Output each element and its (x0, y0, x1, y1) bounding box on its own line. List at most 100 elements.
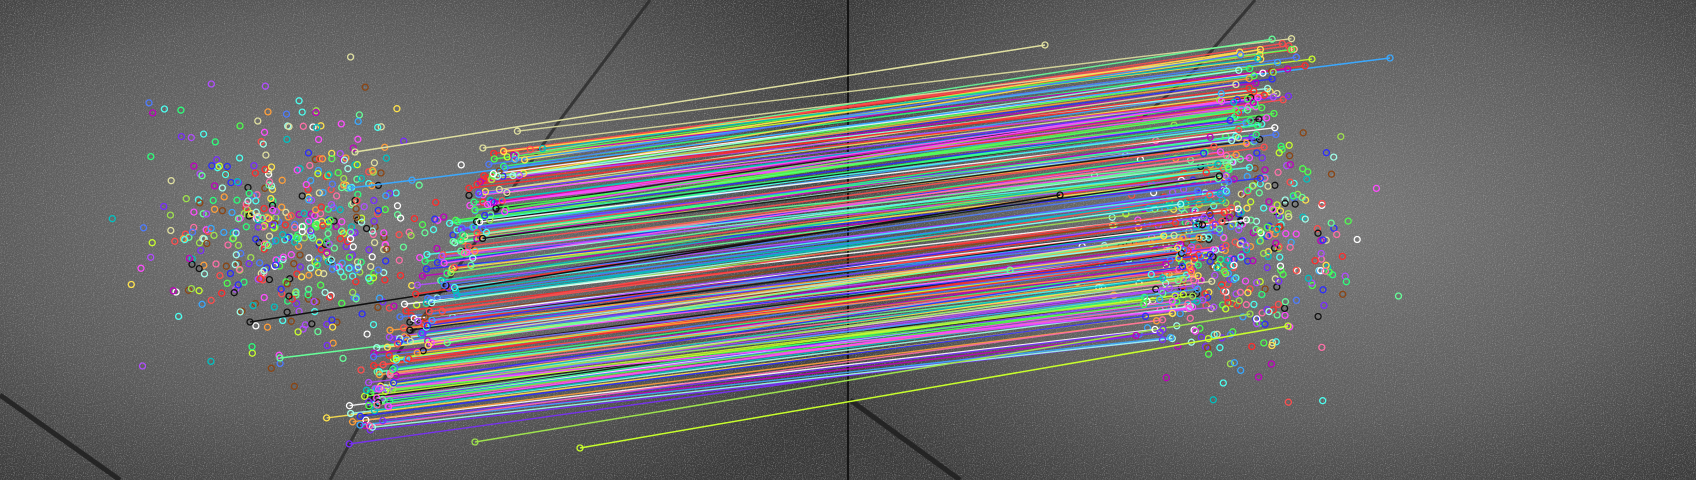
matched-keypoint-right (1178, 262, 1187, 271)
keypoint-marker (160, 202, 168, 211)
matched-keypoint-right (1270, 109, 1278, 118)
matched-keypoint-right (1199, 149, 1208, 157)
keypoint-marker (336, 235, 344, 243)
keypoint-marker (357, 218, 366, 226)
keypoint-marker (259, 140, 267, 148)
keypoint-marker (328, 155, 336, 163)
match-line (426, 166, 1250, 256)
keypoint-marker (267, 194, 275, 203)
keypoint-marker (252, 322, 260, 330)
matched-keypoint-left (482, 228, 491, 237)
keypoint-marker (365, 274, 373, 282)
matched-keypoint-right (1162, 260, 1170, 268)
keypoint-marker (1268, 205, 1277, 213)
matched-keypoint-left (365, 398, 373, 406)
keypoint-marker (287, 317, 295, 325)
keypoint-marker (313, 124, 321, 132)
keypoint-marker (1210, 202, 1218, 210)
matched-keypoint-left (469, 223, 477, 231)
match-line (441, 175, 1227, 258)
matched-keypoint-left (406, 326, 414, 334)
matched-keypoint-left (375, 368, 383, 376)
matched-keypoint-left (490, 155, 498, 163)
keypoint-marker (304, 149, 313, 157)
keypoint-marker (1273, 201, 1281, 209)
match-line (449, 123, 1262, 224)
keypoint-marker (202, 210, 211, 218)
matched-keypoint-right (1159, 274, 1167, 282)
match-line (365, 328, 1156, 421)
keypoint-marker (1321, 267, 1330, 275)
matched-keypoint-right (1170, 231, 1178, 240)
keypoint-marker (292, 234, 301, 242)
matched-keypoint-left (471, 247, 479, 255)
matched-keypoint-right (1290, 45, 1298, 53)
matched-keypoint-left (510, 151, 518, 160)
match-line (484, 119, 1231, 217)
keypoint-marker (209, 196, 217, 205)
matched-keypoint-left (276, 354, 284, 362)
keypoint-marker (327, 291, 335, 299)
right-image-panel (848, 0, 1696, 480)
matched-keypoint-left (503, 188, 511, 197)
matched-keypoint-right (1232, 80, 1240, 89)
keypoint-marker (211, 138, 219, 146)
keypoint-marker (338, 218, 346, 226)
keypoint-marker (220, 193, 228, 201)
keypoint-marker (1253, 315, 1261, 323)
matched-keypoint-left (375, 385, 383, 393)
matched-keypoint-right (1210, 142, 1218, 151)
keypoint-marker (1248, 342, 1256, 351)
match-line (444, 180, 1229, 286)
keypoint-marker (234, 281, 242, 289)
keypoint-marker (369, 274, 378, 282)
matched-keypoint-right (1245, 154, 1254, 162)
keypoint-marker (220, 228, 228, 237)
keypoint-marker (1304, 274, 1313, 282)
match-line (360, 336, 1171, 426)
match-line (447, 228, 1220, 344)
matched-keypoint-left (511, 155, 519, 164)
keypoint-marker (1237, 253, 1245, 261)
keypoint-marker (272, 237, 280, 245)
keypoint-marker (1217, 281, 1226, 289)
keypoint-marker (348, 272, 357, 280)
keypoint-marker (1227, 255, 1235, 263)
keypoint-marker (237, 249, 245, 258)
matched-keypoint-right (1269, 68, 1277, 76)
matched-keypoint-left (423, 250, 431, 259)
matched-keypoint-right (1157, 287, 1166, 295)
keypoint-marker (352, 278, 360, 286)
keypoint-marker (1279, 270, 1287, 279)
keypoint-marker (1267, 360, 1276, 368)
keypoint-marker (381, 205, 389, 214)
matched-keypoint-right (1246, 310, 1254, 318)
match-line (399, 236, 1204, 340)
matched-keypoint-right (1252, 79, 1260, 87)
keypoint-marker (328, 265, 337, 273)
keypoint-marker (345, 264, 353, 272)
match-line (505, 54, 1241, 169)
keypoint-marker (147, 152, 155, 161)
matched-keypoint-left (483, 200, 492, 209)
keypoint-marker (336, 206, 344, 214)
keypoint-marker (295, 210, 303, 219)
match-line (393, 295, 1193, 385)
keypoint-marker (254, 223, 262, 231)
keypoint-marker (212, 260, 220, 268)
matched-keypoint-right (1200, 233, 1208, 241)
match-line (503, 68, 1250, 167)
match-line (392, 264, 1199, 370)
matched-keypoint-right (1234, 134, 1243, 142)
keypoint-marker (215, 162, 223, 170)
keypoint-marker (317, 122, 325, 130)
keypoint-marker (234, 241, 243, 249)
keypoint-marker (190, 223, 198, 232)
keypoint-marker (1232, 290, 1240, 298)
keypoint-marker (247, 210, 256, 218)
keypoint-marker (1223, 256, 1231, 264)
match-line (373, 250, 1189, 367)
keypoint-marker (267, 364, 275, 372)
matched-keypoint-left (405, 355, 413, 363)
keypoint-marker (312, 108, 320, 117)
